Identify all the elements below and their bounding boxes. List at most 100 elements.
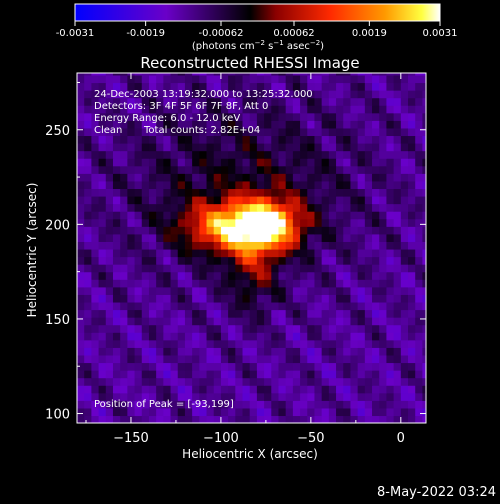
heatmap-cell (415, 135, 424, 144)
heatmap-cell (278, 324, 287, 333)
heatmap-cell (271, 143, 280, 152)
heatmap-cell (134, 400, 143, 409)
heatmap-cell (163, 339, 172, 348)
heatmap-cell (98, 248, 107, 258)
heatmap-cell (256, 90, 265, 99)
heatmap-cell (141, 173, 150, 182)
heatmap-cell (156, 385, 164, 394)
heatmap-cell (84, 233, 92, 242)
heatmap-cell (386, 241, 395, 250)
heatmap-cell (127, 105, 136, 114)
heatmap-cell (307, 324, 316, 333)
heatmap-cell (141, 347, 150, 356)
heatmap-cell (278, 135, 287, 144)
heatmap-cell (177, 324, 186, 333)
heatmap-cell (141, 339, 150, 348)
heatmap-cell (112, 309, 121, 318)
heatmap-cell (364, 150, 373, 159)
heatmap-cell (84, 339, 92, 348)
heatmap-cell (357, 135, 366, 144)
heatmap-cell (112, 385, 121, 394)
heatmap-cell (314, 90, 323, 99)
heatmap-cell (379, 135, 388, 144)
heatmap-cell (105, 74, 114, 84)
heatmap-cell (141, 392, 150, 401)
heatmap-cell (120, 392, 128, 401)
heatmap-cell (307, 112, 316, 121)
heatmap-cell (184, 158, 193, 167)
heatmap-cell (393, 279, 402, 288)
heatmap-cell (242, 301, 251, 311)
heatmap-cell (199, 90, 208, 99)
heatmap-cell (343, 120, 352, 129)
heatmap-cell (350, 248, 359, 258)
heatmap-cell (249, 415, 258, 423)
heatmap-cell (422, 97, 426, 106)
heatmap-cell (278, 347, 287, 356)
heatmap-cell (228, 180, 236, 190)
heatmap-cell (199, 233, 208, 242)
heatmap-cell (307, 165, 316, 174)
heatmap-cell (343, 317, 352, 326)
heatmap-cell (300, 332, 308, 341)
heatmap-cell (206, 195, 215, 205)
heatmap-cell (422, 180, 426, 190)
heatmap-cell (400, 158, 409, 167)
heatmap-cell (170, 347, 179, 356)
heatmap-cell (98, 226, 107, 235)
heatmap-cell (220, 143, 229, 152)
heatmap-cell (148, 332, 157, 341)
heatmap-cell (357, 301, 366, 311)
heatmap-cell (292, 294, 301, 303)
heatmap-cell (148, 165, 157, 174)
heatmap-cell (184, 195, 193, 205)
heatmap-cell (357, 143, 366, 152)
heatmap-cell (300, 271, 308, 280)
heatmap-cell (84, 127, 92, 137)
heatmap-cell (408, 226, 416, 235)
heatmap-cell (177, 203, 186, 212)
heatmap-cell (228, 279, 236, 288)
heatmap-cell (350, 392, 359, 401)
heatmap-cell (148, 203, 157, 212)
heatmap-cell (127, 370, 136, 379)
heatmap-cell (264, 400, 272, 409)
heatmap-cell (127, 407, 136, 417)
heatmap-cell (307, 362, 316, 371)
heatmap-cell (242, 74, 251, 84)
heatmap-cell (393, 407, 402, 417)
heatmap-cell (177, 317, 186, 326)
heatmap-cell (156, 233, 164, 242)
heatmap-cell (408, 203, 416, 212)
heatmap-cell (249, 271, 258, 280)
heatmap-cell (192, 195, 200, 205)
heatmap-cell (386, 120, 395, 129)
heatmap-cell (350, 309, 359, 318)
heatmap-cell (357, 82, 366, 91)
heatmap-cell (127, 347, 136, 356)
heatmap-cell (422, 82, 426, 91)
heatmap-cell (300, 324, 308, 333)
heatmap-cell (84, 180, 92, 190)
heatmap-cell (199, 309, 208, 318)
heatmap-cell (249, 97, 258, 106)
heatmap-cell (141, 165, 150, 174)
heatmap-cell (256, 218, 265, 227)
heatmap-cell (386, 317, 395, 326)
heatmap-cell (328, 264, 337, 273)
heatmap-cell (127, 195, 136, 205)
heatmap-cell (400, 317, 409, 326)
heatmap-cell (213, 203, 222, 212)
heatmap-cell (422, 226, 426, 235)
heatmap-cell (199, 241, 208, 250)
heatmap-cell (264, 241, 272, 250)
heatmap-cell (206, 362, 215, 371)
heatmap-cell (271, 347, 280, 356)
heatmap-cell (105, 158, 114, 167)
heatmap-cell (285, 218, 294, 227)
heatmap-cell (379, 317, 388, 326)
heatmap-cell (372, 173, 380, 182)
heatmap-cell (199, 264, 208, 273)
heatmap-cell (249, 309, 258, 318)
heatmap-cell (242, 188, 251, 197)
